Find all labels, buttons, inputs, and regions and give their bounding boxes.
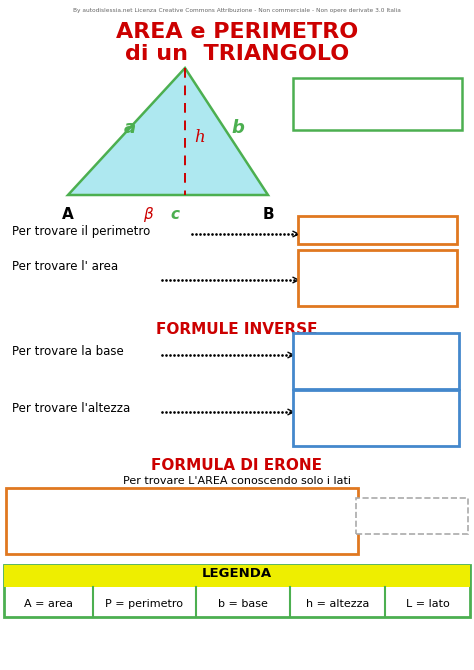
Polygon shape — [68, 68, 268, 195]
Text: ): ) — [152, 511, 160, 529]
Text: Per trovare la base: Per trovare la base — [12, 345, 124, 358]
Text: h =: h = — [320, 409, 347, 425]
Text: AREA e PERIMETRO: AREA e PERIMETRO — [116, 22, 358, 42]
Text: FORMULA DI ERONE: FORMULA DI ERONE — [152, 458, 322, 473]
Text: di triangolo: di triangolo — [344, 107, 411, 119]
Text: a: a — [140, 513, 147, 525]
Text: L = lato: L = lato — [406, 599, 449, 609]
Text: P = perimetro: P = perimetro — [106, 599, 183, 609]
Text: P: P — [255, 507, 262, 521]
Text: A • 2: A • 2 — [389, 401, 425, 415]
Text: -: - — [270, 515, 274, 529]
Text: •: • — [162, 515, 170, 529]
Text: Per trovare l'altezza: Per trovare l'altezza — [12, 402, 130, 415]
Text: A =: A = — [328, 269, 356, 285]
Text: (: ( — [240, 511, 248, 529]
Text: -: - — [200, 515, 204, 529]
FancyBboxPatch shape — [6, 488, 358, 554]
FancyBboxPatch shape — [293, 333, 459, 389]
Text: b = base: b = base — [218, 599, 268, 609]
Text: Per trovare il perimetro: Per trovare il perimetro — [12, 225, 150, 238]
Text: Per tutti i  tipi: Per tutti i tipi — [337, 88, 418, 101]
Text: 2: 2 — [114, 525, 122, 537]
FancyBboxPatch shape — [298, 216, 457, 244]
Text: ): ) — [222, 511, 230, 529]
Text: B: B — [262, 207, 274, 222]
Text: b: b — [402, 421, 411, 435]
Text: β: β — [143, 207, 153, 222]
Text: 2: 2 — [184, 525, 192, 537]
FancyBboxPatch shape — [356, 498, 468, 534]
FancyBboxPatch shape — [298, 250, 457, 306]
Text: A = area: A = area — [24, 599, 73, 609]
Text: 2: 2 — [401, 281, 410, 295]
Text: A • 2: A • 2 — [389, 344, 425, 358]
Text: h: h — [195, 129, 205, 147]
Text: Per trovare L'AREA conoscendo solo i lati: Per trovare L'AREA conoscendo solo i lat… — [123, 476, 351, 486]
Text: b • h: b • h — [388, 261, 422, 275]
Text: P : 2 - a: P : 2 - a — [393, 517, 431, 527]
Text: (: ( — [100, 511, 108, 529]
Text: di un  TRIANGOLO: di un TRIANGOLO — [125, 44, 349, 64]
Text: h: h — [402, 364, 411, 378]
Text: h = altezza: h = altezza — [306, 599, 369, 609]
Text: •: • — [232, 515, 240, 529]
Text: b: b — [232, 119, 245, 137]
Text: c: c — [281, 513, 287, 525]
Text: (: ( — [170, 511, 178, 529]
FancyBboxPatch shape — [293, 78, 462, 130]
Text: A: A — [62, 207, 74, 222]
Text: P = L + L + L: P = L + L + L — [326, 224, 429, 237]
Text: Per trovare l' area: Per trovare l' area — [12, 260, 118, 273]
Text: a: a — [124, 119, 136, 137]
Text: b: b — [210, 513, 218, 525]
Text: -: - — [130, 515, 134, 529]
FancyBboxPatch shape — [4, 565, 470, 587]
Text: •: • — [92, 515, 100, 529]
Text: P: P — [115, 507, 121, 521]
Text: b =: b = — [320, 352, 347, 368]
Text: A =: A = — [20, 513, 46, 527]
Text: P: P — [74, 507, 82, 521]
Text: By autodislessia.net Licenza Creative Commons Attribuzione - Non commerciale - N: By autodislessia.net Licenza Creative Co… — [73, 8, 401, 13]
Text: FORMULE INVERSE: FORMULE INVERSE — [156, 322, 318, 337]
FancyBboxPatch shape — [4, 565, 470, 617]
Text: ): ) — [292, 511, 300, 529]
Text: P: P — [184, 507, 191, 521]
FancyBboxPatch shape — [293, 390, 459, 446]
Text: 2: 2 — [254, 525, 262, 537]
Text: LEGENDA: LEGENDA — [202, 567, 272, 580]
Text: 2: 2 — [74, 525, 82, 537]
Text: c: c — [171, 207, 180, 222]
Text: Forse così:: Forse così: — [390, 505, 434, 515]
